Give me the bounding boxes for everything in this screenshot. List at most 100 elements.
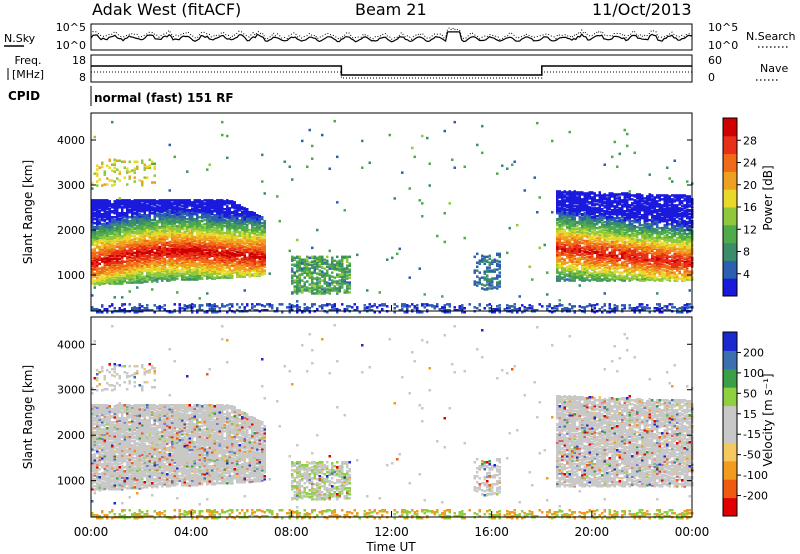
data-cell — [233, 221, 236, 225]
data-cell — [218, 263, 221, 266]
data-cell — [156, 234, 159, 238]
data-cell — [218, 221, 221, 225]
data-cell — [241, 233, 244, 237]
data-cell — [136, 219, 139, 223]
data-cell — [301, 291, 304, 294]
data-cell — [263, 269, 266, 272]
data-cell — [98, 262, 101, 265]
data-cell — [296, 283, 299, 286]
data-cell — [123, 240, 126, 244]
data-cell — [111, 257, 114, 260]
data-cell — [316, 286, 319, 289]
data-cell — [303, 270, 306, 273]
data-cell — [193, 278, 196, 281]
data-cell — [208, 248, 211, 252]
data-cell — [186, 244, 189, 248]
data-cell — [276, 195, 279, 198]
data-cell — [278, 219, 281, 223]
data-cell — [111, 278, 114, 281]
data-cell — [236, 273, 239, 276]
data-cell — [98, 309, 101, 312]
data-cell — [138, 199, 141, 202]
data-cell — [128, 261, 131, 264]
data-cell — [216, 203, 219, 206]
data-cell — [373, 311, 376, 314]
data-cell — [173, 219, 176, 223]
data-cell — [303, 268, 306, 271]
data-cell — [243, 308, 246, 311]
data-cell — [133, 247, 136, 251]
data-cell — [113, 200, 116, 203]
data-cell — [126, 263, 129, 266]
data-cell — [151, 280, 154, 283]
data-cell — [343, 291, 346, 294]
data-cell — [133, 254, 136, 258]
data-cell — [166, 227, 169, 231]
data-cell — [228, 221, 231, 225]
data-cell — [316, 284, 319, 287]
data-cell — [236, 271, 239, 274]
data-cell — [103, 229, 106, 233]
data-cell — [101, 213, 104, 216]
data-cell — [371, 305, 374, 308]
data-cell — [138, 220, 141, 224]
data-cell — [108, 166, 111, 169]
data-cell — [98, 233, 101, 237]
data-cell — [241, 262, 244, 265]
data-cell — [226, 233, 229, 237]
data-cell — [398, 247, 401, 251]
data-cell — [198, 237, 201, 241]
data-cell — [188, 239, 191, 243]
data-cell — [101, 241, 104, 245]
data-cell — [321, 279, 324, 282]
data-cell — [388, 133, 391, 137]
data-cell — [313, 266, 316, 269]
data-cell — [336, 201, 339, 204]
data-cell — [101, 275, 104, 278]
data-cell — [228, 275, 231, 278]
data-cell — [226, 243, 229, 247]
data-cell — [143, 234, 146, 238]
data-cell — [341, 278, 344, 281]
data-cell — [253, 245, 256, 249]
data-cell — [153, 245, 156, 249]
data-cell — [251, 213, 254, 216]
data-cell — [343, 209, 346, 212]
data-cell — [198, 276, 201, 279]
data-cell — [343, 270, 346, 273]
data-cell — [106, 203, 109, 206]
data-cell — [298, 275, 301, 278]
data-cell — [143, 208, 146, 211]
data-cell — [173, 206, 176, 209]
data-cell — [303, 303, 306, 306]
data-cell — [96, 164, 99, 167]
data-cell — [198, 199, 201, 202]
data-cell — [206, 260, 209, 263]
data-cell — [208, 222, 211, 226]
data-cell — [251, 269, 254, 272]
data-cell — [116, 159, 119, 162]
data-cell — [146, 254, 149, 258]
data-cell — [316, 272, 319, 275]
data-cell — [138, 207, 141, 210]
data-cell — [291, 178, 294, 181]
data-cell — [181, 201, 184, 204]
data-cell — [243, 262, 246, 265]
data-cell — [146, 176, 149, 179]
data-cell — [91, 218, 94, 222]
data-cell — [258, 216, 261, 220]
data-cell — [298, 279, 301, 282]
data-cell — [261, 267, 264, 270]
date-title: 11/Oct/2013 — [592, 0, 692, 19]
data-cell — [171, 228, 174, 232]
data-cell — [311, 144, 314, 148]
data-cell — [108, 282, 111, 285]
data-cell — [196, 311, 199, 314]
data-cell — [291, 279, 294, 282]
data-cell — [181, 269, 184, 272]
data-cell — [113, 255, 116, 259]
data-cell — [326, 303, 329, 306]
data-cell — [156, 200, 159, 203]
data-cell — [201, 214, 204, 217]
data-cell — [136, 165, 139, 168]
